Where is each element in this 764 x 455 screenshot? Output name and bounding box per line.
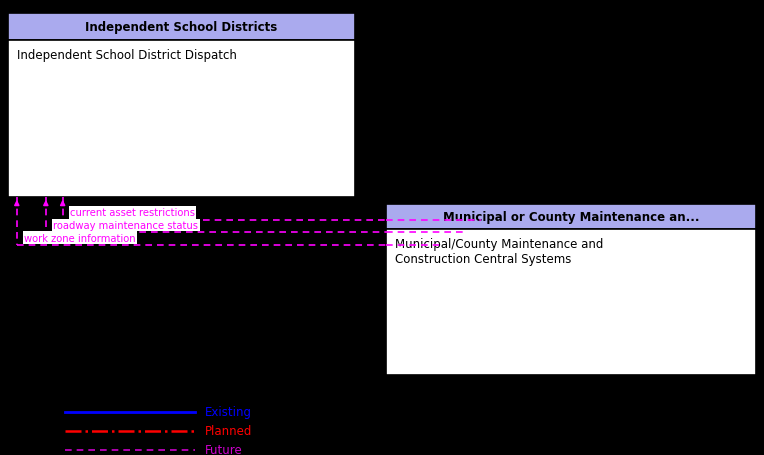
Text: Municipal or County Maintenance an...: Municipal or County Maintenance an... xyxy=(443,211,699,224)
Text: Independent School District Dispatch: Independent School District Dispatch xyxy=(17,49,237,62)
Text: Municipal/County Maintenance and
Construction Central Systems: Municipal/County Maintenance and Constru… xyxy=(395,238,604,266)
Text: work zone information: work zone information xyxy=(24,233,136,243)
Bar xyxy=(386,230,756,375)
Text: roadway maintenance status: roadway maintenance status xyxy=(53,220,199,230)
Text: Existing: Existing xyxy=(205,405,252,418)
Bar xyxy=(386,205,756,230)
Bar xyxy=(8,41,355,198)
Text: Planned: Planned xyxy=(205,425,252,437)
Bar xyxy=(8,14,355,41)
Text: current asset restrictions: current asset restrictions xyxy=(70,208,196,218)
Text: Independent School Districts: Independent School Districts xyxy=(86,21,277,34)
Text: Future: Future xyxy=(205,444,242,455)
